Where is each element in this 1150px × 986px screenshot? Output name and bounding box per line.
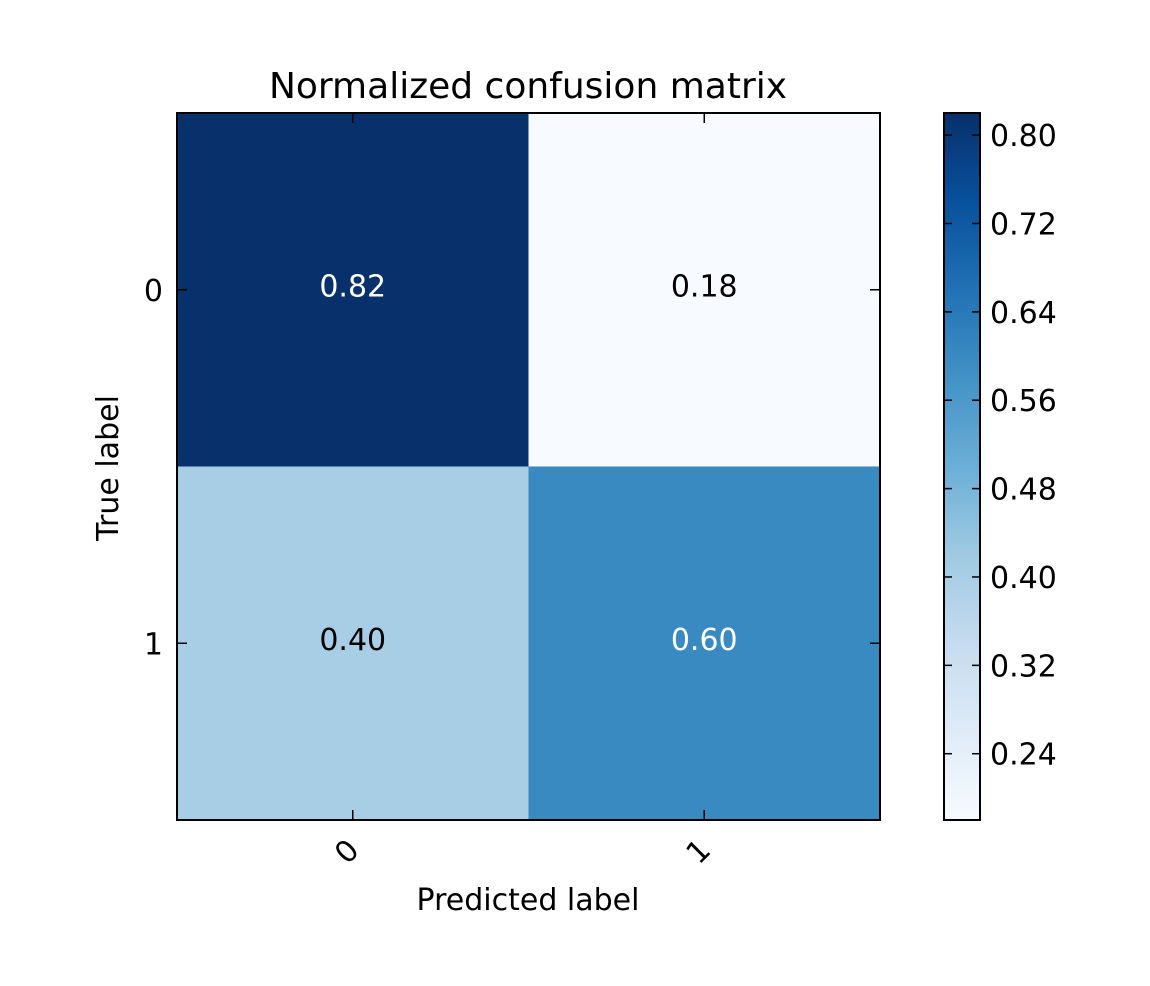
cell-value-0-1: 0.18 (671, 269, 738, 304)
colorbar-tick-label-1: 0.32 (990, 649, 1057, 684)
cell-value-1-1: 0.60 (671, 623, 738, 658)
colorbar-tick-label-7: 0.80 (990, 119, 1057, 154)
x-tick-label-0: 0 (328, 833, 366, 871)
cell-value-1-0: 0.40 (319, 623, 386, 658)
x-tick-label-1: 1 (680, 833, 718, 871)
colorbar-frame (943, 112, 981, 821)
cell-1-1 (528, 466, 880, 820)
cell-1-0 (177, 466, 529, 820)
cell-0-1 (528, 113, 880, 467)
chart-title: Normalized confusion matrix (269, 66, 787, 107)
colorbar-tick-label-6: 0.72 (990, 207, 1057, 242)
plot-frame (176, 112, 881, 821)
colorbar-tick-label-0: 0.24 (990, 738, 1057, 773)
y-tick-label-1: 1 (144, 627, 163, 662)
colorbar-tick-label-2: 0.40 (990, 561, 1057, 596)
colorbar-ticks: 0.24 0.32 0.40 0.48 0.56 0.64 0.72 0.80 (944, 119, 1057, 773)
colorbar-tick-label-4: 0.56 (990, 384, 1057, 419)
y-axis-label: True label (91, 395, 126, 542)
colorbar (944, 113, 980, 820)
cell-0-0 (177, 113, 529, 467)
colorbar-tick-label-3: 0.48 (990, 473, 1057, 508)
y-tick-label-0: 0 (144, 274, 163, 309)
x-axis-label: Predicted label (417, 883, 640, 918)
matrix-cells: 0.82 0.18 0.40 0.60 (177, 113, 880, 820)
cell-value-0-0: 0.82 (319, 269, 386, 304)
colorbar-tick-label-5: 0.64 (990, 296, 1057, 331)
